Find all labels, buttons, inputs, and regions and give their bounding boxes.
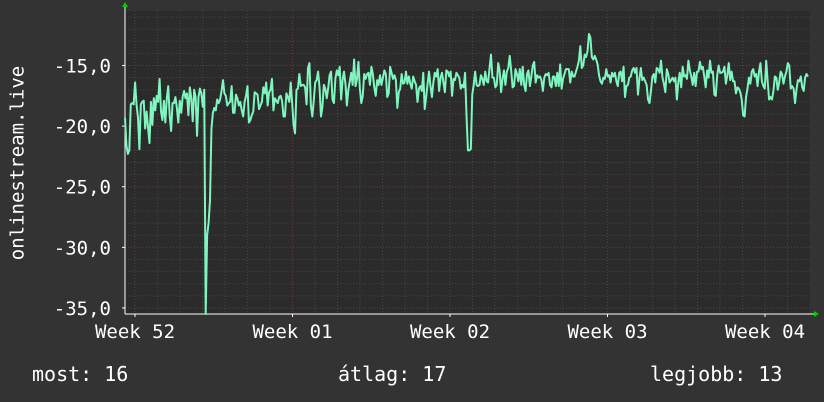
y-axis: -15,0 -20,0 -25,0 -30,0 -35,0: [54, 56, 125, 320]
x-axis-arrow: [814, 311, 819, 317]
y-tick-label: -20,0: [54, 116, 111, 138]
y-axis-arrow: [122, 2, 128, 7]
y-axis-label: onlinestream.live: [7, 66, 29, 260]
y-tick-label: -35,0: [54, 298, 111, 320]
x-tick-label: Week 04: [725, 321, 805, 343]
series-line: [124, 33, 809, 315]
stat-current: most: 16: [32, 362, 129, 386]
x-tick-label: Week 52: [95, 321, 175, 343]
axes: [122, 2, 819, 317]
x-axis: Week 52 Week 01 Week 02 Week 03 Week 04: [95, 314, 805, 343]
stat-best: legjobb: 13: [650, 362, 783, 386]
x-tick-label: Week 03: [567, 321, 647, 343]
y-tick-label: -25,0: [54, 177, 111, 199]
y-tick-label: -15,0: [54, 56, 111, 78]
stat-average: átlag: 17: [338, 362, 447, 386]
y-tick-label: -30,0: [54, 237, 111, 259]
x-tick-label: Week 02: [410, 321, 490, 343]
series-group: [124, 33, 809, 315]
x-tick-label: Week 01: [252, 321, 332, 343]
line-chart: -15,0 -20,0 -25,0 -30,0 -35,0 Week 52 Week 01…: [7, 2, 819, 343]
